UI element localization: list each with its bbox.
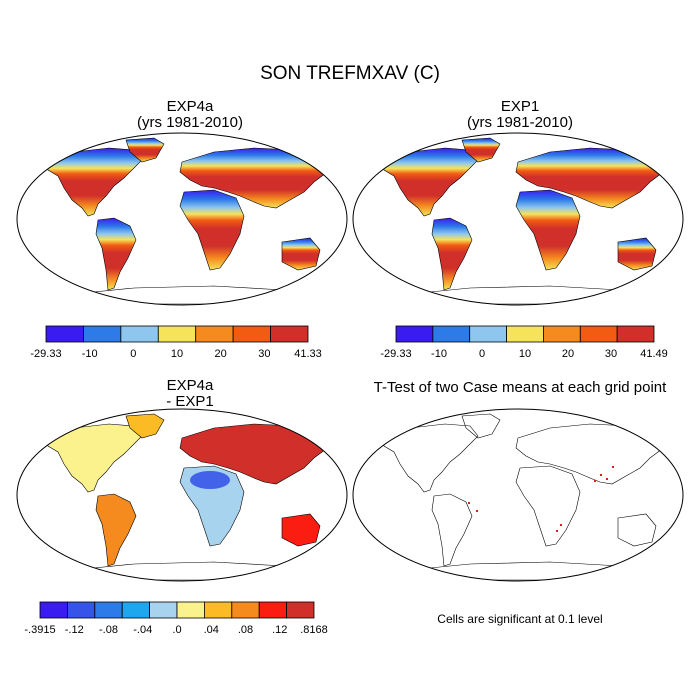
panel-title-line1: EXP1	[500, 98, 540, 115]
ttest-note: Cells are significant at 0.1 level	[437, 612, 603, 626]
panel-title-ttest: T-Test of two Case means at each grid po…	[350, 380, 690, 396]
panel-title-line1: T-Test of two Case means at each grid po…	[373, 379, 667, 396]
colorbar-tick-label: -.04	[133, 624, 152, 636]
continent-northAmerica	[43, 147, 143, 217]
colorbar-diff: -.3915 -.12 -.08 -.04 .0 .04 .08 .12 .8168	[24, 601, 328, 636]
colorbar-box	[94, 601, 123, 619]
continent-africa	[515, 189, 581, 271]
colorbar-box	[506, 325, 544, 343]
colorbar-tick-label: 30	[605, 348, 617, 360]
colorbar-box	[120, 325, 159, 343]
colorbar-tick-label: 41.49	[640, 348, 668, 360]
panel-title-exp4a: EXP4a (yrs 1981-2010)	[40, 99, 340, 131]
colorbar-box	[149, 601, 178, 619]
colorbar-tick-label: .04	[204, 624, 219, 636]
panel-title-line2: (yrs 1981-2010)	[137, 114, 243, 131]
continent-australia	[281, 513, 321, 547]
panel-title-exp1: EXP1 (yrs 1981-2010)	[370, 99, 670, 131]
colorbar-tick-label: .08	[238, 624, 253, 636]
colorbar-box	[395, 325, 434, 343]
colorbar-box	[121, 601, 150, 619]
colorbar-tick-label: 0	[130, 348, 136, 360]
colorbar-box	[45, 325, 84, 343]
continent-southAmerica	[431, 217, 473, 291]
panel-title-line2: - EXP1	[166, 393, 214, 410]
colorbar-box	[195, 325, 234, 343]
colorbar-exp4a: -29.33 -10 0 10 20 30 41.33	[30, 325, 322, 360]
panel-title-diff: EXP4a - EXP1	[40, 378, 340, 410]
colorbar-box	[232, 325, 271, 343]
colorbar-box	[270, 325, 309, 343]
colorbar-box	[176, 601, 205, 619]
map-exp1	[352, 132, 684, 306]
continent-australia	[617, 513, 657, 547]
continent-greenland	[461, 137, 501, 163]
continent-greenland	[461, 413, 501, 439]
panel-title-line1: EXP4a	[166, 98, 214, 115]
significant-cell	[594, 480, 596, 482]
colorbar-tick-label: .12	[272, 624, 287, 636]
colorbar-box	[469, 325, 507, 343]
colorbar-tick-label: -.12	[65, 624, 84, 636]
continent-australia	[617, 237, 657, 271]
continent-southAmerica	[95, 493, 137, 567]
continent-northAmerica	[379, 147, 479, 217]
significant-cell	[556, 530, 558, 532]
colorbar-box	[286, 601, 315, 619]
colorbar-tick-label: -29.33	[30, 348, 61, 360]
continent-europeAsia	[515, 423, 667, 485]
colorbar-box	[203, 601, 233, 619]
significant-cell	[612, 466, 614, 468]
colorbar-tick-label: .0	[172, 624, 181, 636]
continent-antarctica	[409, 561, 642, 581]
continent-australia	[281, 237, 321, 271]
significant-cell	[560, 524, 562, 526]
continent-greenland	[125, 413, 165, 439]
colorbar-box	[579, 325, 618, 343]
main-title: SON TREFMXAV (C)	[260, 63, 440, 84]
significant-cell	[468, 502, 470, 504]
colorbar-tick-label: -.3915	[24, 624, 55, 636]
continent-northAmerica	[379, 423, 479, 493]
continent-africa	[515, 465, 581, 547]
map-diff	[16, 408, 348, 582]
colorbar-box	[231, 601, 260, 619]
colorbar-tick-label: 10	[171, 348, 183, 360]
colorbar-tick-label: -.08	[99, 624, 118, 636]
colorbar-exp1: -29.33 -10 0 10 20 30 41.49	[380, 325, 668, 360]
map-ttest	[352, 408, 684, 582]
significant-cell	[476, 510, 478, 512]
colorbar-box	[83, 325, 122, 343]
continent-southAmerica	[431, 493, 473, 567]
colorbar-tick-label: 30	[258, 348, 270, 360]
colorbar-box	[432, 325, 471, 343]
colorbar-tick-label: 41.33	[294, 348, 322, 360]
colorbar-tick-label: -29.33	[380, 348, 411, 360]
colorbar-box	[67, 601, 96, 619]
colorbar-tick-label: 20	[562, 348, 574, 360]
colorbar-tick-label: -10	[431, 348, 447, 360]
colorbar-box	[157, 325, 197, 343]
sahara-cool-anomaly	[190, 471, 230, 489]
colorbar-box	[258, 601, 287, 619]
significant-cell	[606, 478, 608, 480]
colorbar-tick-label: 10	[519, 348, 531, 360]
continent-northAmerica	[43, 423, 143, 493]
colorbar-tick-label: 20	[215, 348, 227, 360]
panel-title-line1: EXP4a	[166, 377, 214, 394]
map-exp4a	[16, 132, 348, 306]
colorbar-box	[616, 325, 655, 343]
significant-cell	[600, 474, 602, 476]
continent-greenland	[125, 137, 165, 163]
continent-africa	[179, 189, 245, 271]
colorbar-tick-label: -10	[82, 348, 98, 360]
colorbar-box	[543, 325, 581, 343]
panel-title-line2: (yrs 1981-2010)	[467, 114, 573, 131]
continent-southAmerica	[95, 217, 137, 291]
colorbar-tick-label: .8168	[300, 624, 328, 636]
colorbar-tick-label: 0	[479, 348, 485, 360]
colorbar-box	[39, 601, 68, 619]
